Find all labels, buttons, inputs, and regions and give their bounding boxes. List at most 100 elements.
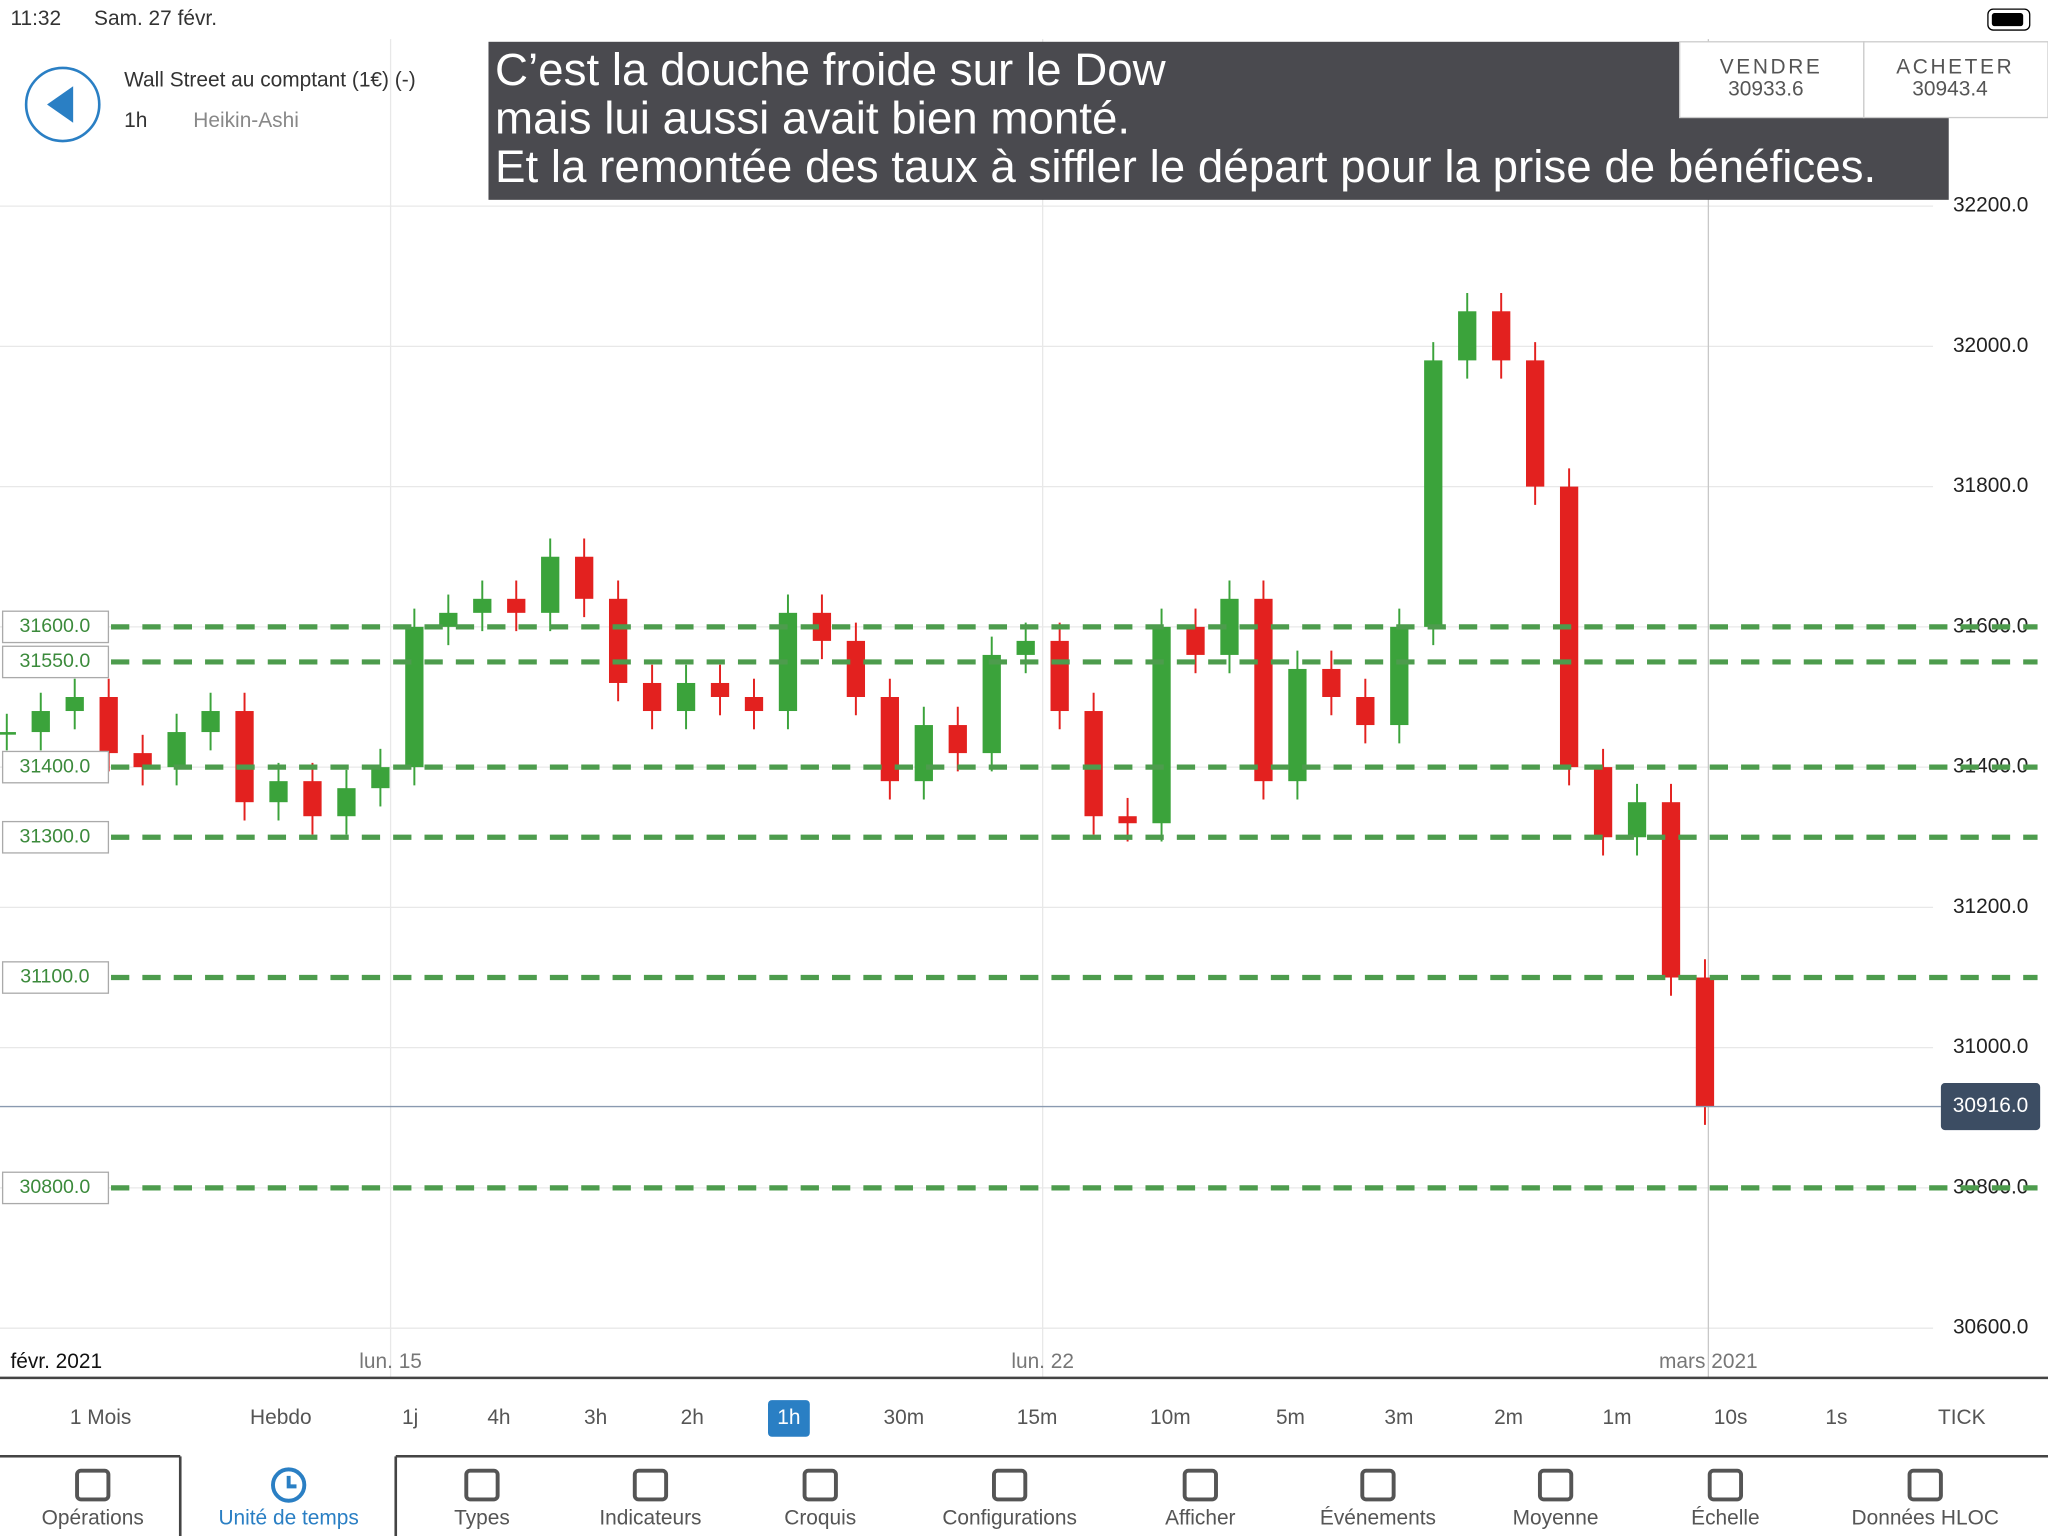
battery [1987,8,2031,31]
tool-label[interactable]: Indicateurs [599,1507,701,1530]
candle [1593,767,1613,838]
y-tick-label: 31800.0 [1953,474,2028,497]
candle [608,598,628,683]
tool-icon [1707,1468,1744,1502]
annotation-line: mais lui aussi avait bien monté. [495,93,1130,144]
x-tick-label: mars 2021 [1659,1350,1758,1373]
level-label: 31100.0 [20,966,89,988]
candle [948,725,967,754]
y-tick-label: 32000.0 [1953,334,2028,357]
tool-icon [1360,1468,1396,1502]
status-time: 11:32 [10,7,61,30]
y-tick-label: 30800.0 [1953,1175,2028,1198]
sell-price: 30933.6 [1728,78,1803,101]
x-tick-label: lun. 15 [359,1350,422,1373]
timeframe-option[interactable]: 10s [1714,1406,1748,1429]
candle [1254,598,1273,782]
tool-label[interactable]: Croquis [784,1507,856,1530]
y-tick-label: 31600.0 [1953,614,2028,637]
timeframe-option[interactable]: 1h [777,1406,800,1429]
tool-label[interactable]: Types [454,1507,510,1530]
timeframe-option[interactable]: 5m [1276,1406,1305,1429]
tool-label[interactable]: Configurations [942,1507,1077,1530]
timeframe-option[interactable]: 4h [487,1406,510,1429]
tool-icon [1182,1468,1218,1502]
tool-label[interactable]: Opérations [42,1507,144,1530]
level-label: 31300.0 [19,825,90,847]
candle [914,725,933,782]
candle [1492,311,1511,361]
timeframe-option[interactable]: 2h [681,1406,704,1429]
candle [710,682,730,697]
candle [473,598,492,613]
timeframe-option[interactable]: 15m [1017,1406,1058,1429]
candle [31,711,50,733]
x-tick-label: févr. 2021 [10,1350,102,1373]
tool-icon [1537,1468,1574,1502]
candle [1322,668,1341,698]
timeframe-option[interactable]: 1m [1602,1406,1631,1429]
tool-icon [992,1468,1028,1502]
candle [1661,802,1681,978]
candle [541,556,560,613]
timeframe-option[interactable]: 1 Mois [70,1406,131,1429]
level-label-box [1,1171,110,1205]
tool-icon [286,1475,297,1489]
candle [201,711,220,733]
level-label: 31600.0 [19,615,90,637]
candle [167,732,186,768]
candle [133,753,152,768]
annotation-line: C’est la douche froide sur le Dow [495,44,1167,95]
toolbar-tab [180,1453,396,1536]
tool-label[interactable]: Moyenne [1513,1507,1599,1530]
candle [1458,311,1477,361]
timeframe-label: 1h [124,109,147,132]
timeframe-option[interactable]: TICK [1938,1406,1986,1429]
buy-button[interactable] [1863,41,2048,119]
y-tick-label: 30600.0 [1953,1316,2028,1339]
level-label-box [1,610,110,644]
tool-icon [271,1467,307,1503]
candle [1424,360,1443,627]
candle [0,732,16,735]
battery-level [1991,13,2024,27]
timeframe-option[interactable]: Hebdo [250,1406,312,1429]
timeframe-option[interactable]: 30m [884,1406,925,1429]
annotation-line: Et la remontée des taux à siffler le dép… [495,141,1876,192]
candle [812,612,832,641]
tool-label[interactable]: Afficher [1165,1507,1235,1530]
candle [1016,640,1035,655]
timeframe-option[interactable]: 1s [1825,1406,1847,1429]
level-label: 31550.0 [19,650,90,672]
candle [1695,977,1715,1107]
tool-label[interactable]: Unité de temps [218,1507,358,1530]
candle [642,682,662,712]
tool-label[interactable]: Événements [1320,1507,1436,1530]
timeframe-option[interactable]: 10m [1150,1406,1191,1429]
tool-icon [632,1468,669,1502]
candle [235,711,254,803]
tool-label[interactable]: Échelle [1691,1507,1759,1530]
candle [1118,816,1137,824]
level-label-box [1,750,110,784]
timeframe-option[interactable]: 2m [1494,1406,1523,1429]
tool-icon [464,1468,500,1502]
candle [1288,668,1307,782]
tool-label[interactable]: Données HLOC [1852,1507,1999,1530]
current-price-label: 30916.0 [1953,1094,2028,1117]
status-date: Sam. 27 févr. [94,7,217,30]
candle [1152,626,1171,824]
timeframe-option[interactable]: 3h [584,1406,607,1429]
candle [676,682,696,712]
candle [778,612,798,712]
candle [269,781,288,803]
level-label-box [1,645,110,679]
timeframe-option[interactable]: 1j [402,1406,418,1429]
candle [880,697,899,782]
buy-label: ACHETER [1896,55,2014,78]
candle [1220,598,1239,655]
candle [1084,711,1103,817]
sell-button[interactable] [1679,41,1865,119]
timeframe-option[interactable]: 3m [1384,1406,1413,1429]
candle [1050,640,1069,712]
